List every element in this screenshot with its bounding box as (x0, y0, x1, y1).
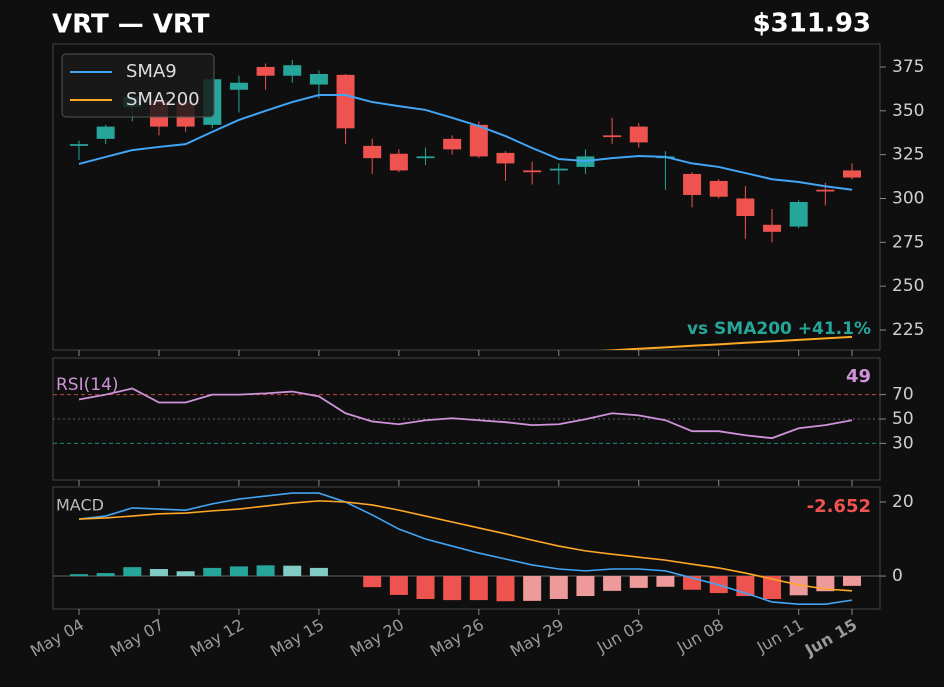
sma-line (599, 335, 853, 350)
y-tick-label: 50 (892, 409, 914, 429)
legend-label: SMA9 (126, 61, 177, 82)
histogram-bar (363, 576, 382, 588)
histogram-bar (443, 576, 462, 601)
legend-label: SMA200 (126, 89, 200, 110)
candle-body (256, 66, 275, 76)
histogram-bar (496, 576, 515, 602)
price-label: $311.93 (753, 9, 871, 39)
y-tick-label: 350 (892, 101, 924, 121)
histogram-bar (816, 576, 835, 592)
histogram-bar (389, 576, 408, 595)
y-tick-label: 0 (892, 566, 903, 586)
y-tick-label: 20 (892, 492, 914, 512)
macd-line (78, 500, 853, 592)
candle-body (283, 65, 302, 76)
candle-body (96, 126, 115, 139)
candle-body (709, 180, 728, 197)
candle-body (843, 170, 861, 178)
plot-area (53, 387, 880, 444)
candle-body (443, 138, 462, 150)
candle-body (763, 224, 782, 232)
histogram-bar (656, 576, 675, 587)
histogram-bar (549, 576, 568, 600)
y-tick-label: 300 (892, 188, 924, 208)
histogram-bar (283, 565, 302, 577)
candle-body (496, 152, 515, 164)
chart-title: VRT — VRT (52, 10, 210, 40)
histogram-bar (469, 576, 488, 601)
candle-body (229, 82, 248, 90)
histogram-bar (96, 573, 115, 577)
histogram-bar (70, 574, 88, 577)
rsi-line (78, 387, 853, 440)
legend-box (61, 53, 215, 118)
y-tick-label: 325 (892, 145, 924, 165)
y-tick-label: 250 (892, 276, 924, 296)
candle-body (336, 74, 355, 129)
histogram-bar (576, 576, 595, 597)
price-panel (52, 43, 881, 351)
histogram-bar (176, 571, 195, 577)
candle-body (683, 173, 702, 195)
y-tick-label: 225 (892, 320, 924, 340)
candle-body (363, 145, 382, 159)
histogram-bar (763, 576, 782, 600)
candle-body (523, 170, 542, 173)
plot-area (53, 492, 880, 605)
annotation: vs SMA200 +41.1% (687, 319, 871, 339)
y-tick-label: 70 (892, 385, 914, 405)
candle-body (416, 156, 435, 159)
y-tick-label: 275 (892, 232, 924, 252)
histogram-bar (603, 576, 622, 591)
rsi-last-value: 49 (846, 366, 871, 387)
candle-body (549, 168, 568, 171)
histogram-bar (309, 567, 328, 577)
y-tick-label: 30 (892, 433, 914, 453)
candle-body (816, 189, 835, 192)
candle-body (469, 124, 488, 157)
candle-body (789, 201, 808, 227)
histogram-bar (229, 566, 248, 577)
candle-body (309, 73, 328, 85)
macd-title: MACD (56, 496, 104, 515)
sma-line (78, 94, 853, 191)
candle-body (736, 198, 755, 217)
macd-last-value: -2.652 (807, 496, 871, 517)
histogram-bar (843, 576, 861, 586)
histogram-bar (123, 567, 142, 577)
histogram-bar (256, 565, 275, 577)
histogram-bar (416, 576, 435, 600)
macd-line (78, 492, 853, 605)
candle-body (629, 126, 648, 143)
candle-body (70, 144, 88, 146)
y-tick-label: 375 (892, 57, 924, 77)
candle-body (603, 135, 622, 138)
histogram-bar (203, 567, 222, 577)
histogram-bar (149, 569, 168, 577)
histogram-bar (629, 576, 648, 588)
candle-body (389, 153, 408, 171)
histogram-bar (523, 576, 542, 601)
macd-panel (52, 486, 881, 610)
rsi-title: RSI(14) (56, 375, 119, 395)
